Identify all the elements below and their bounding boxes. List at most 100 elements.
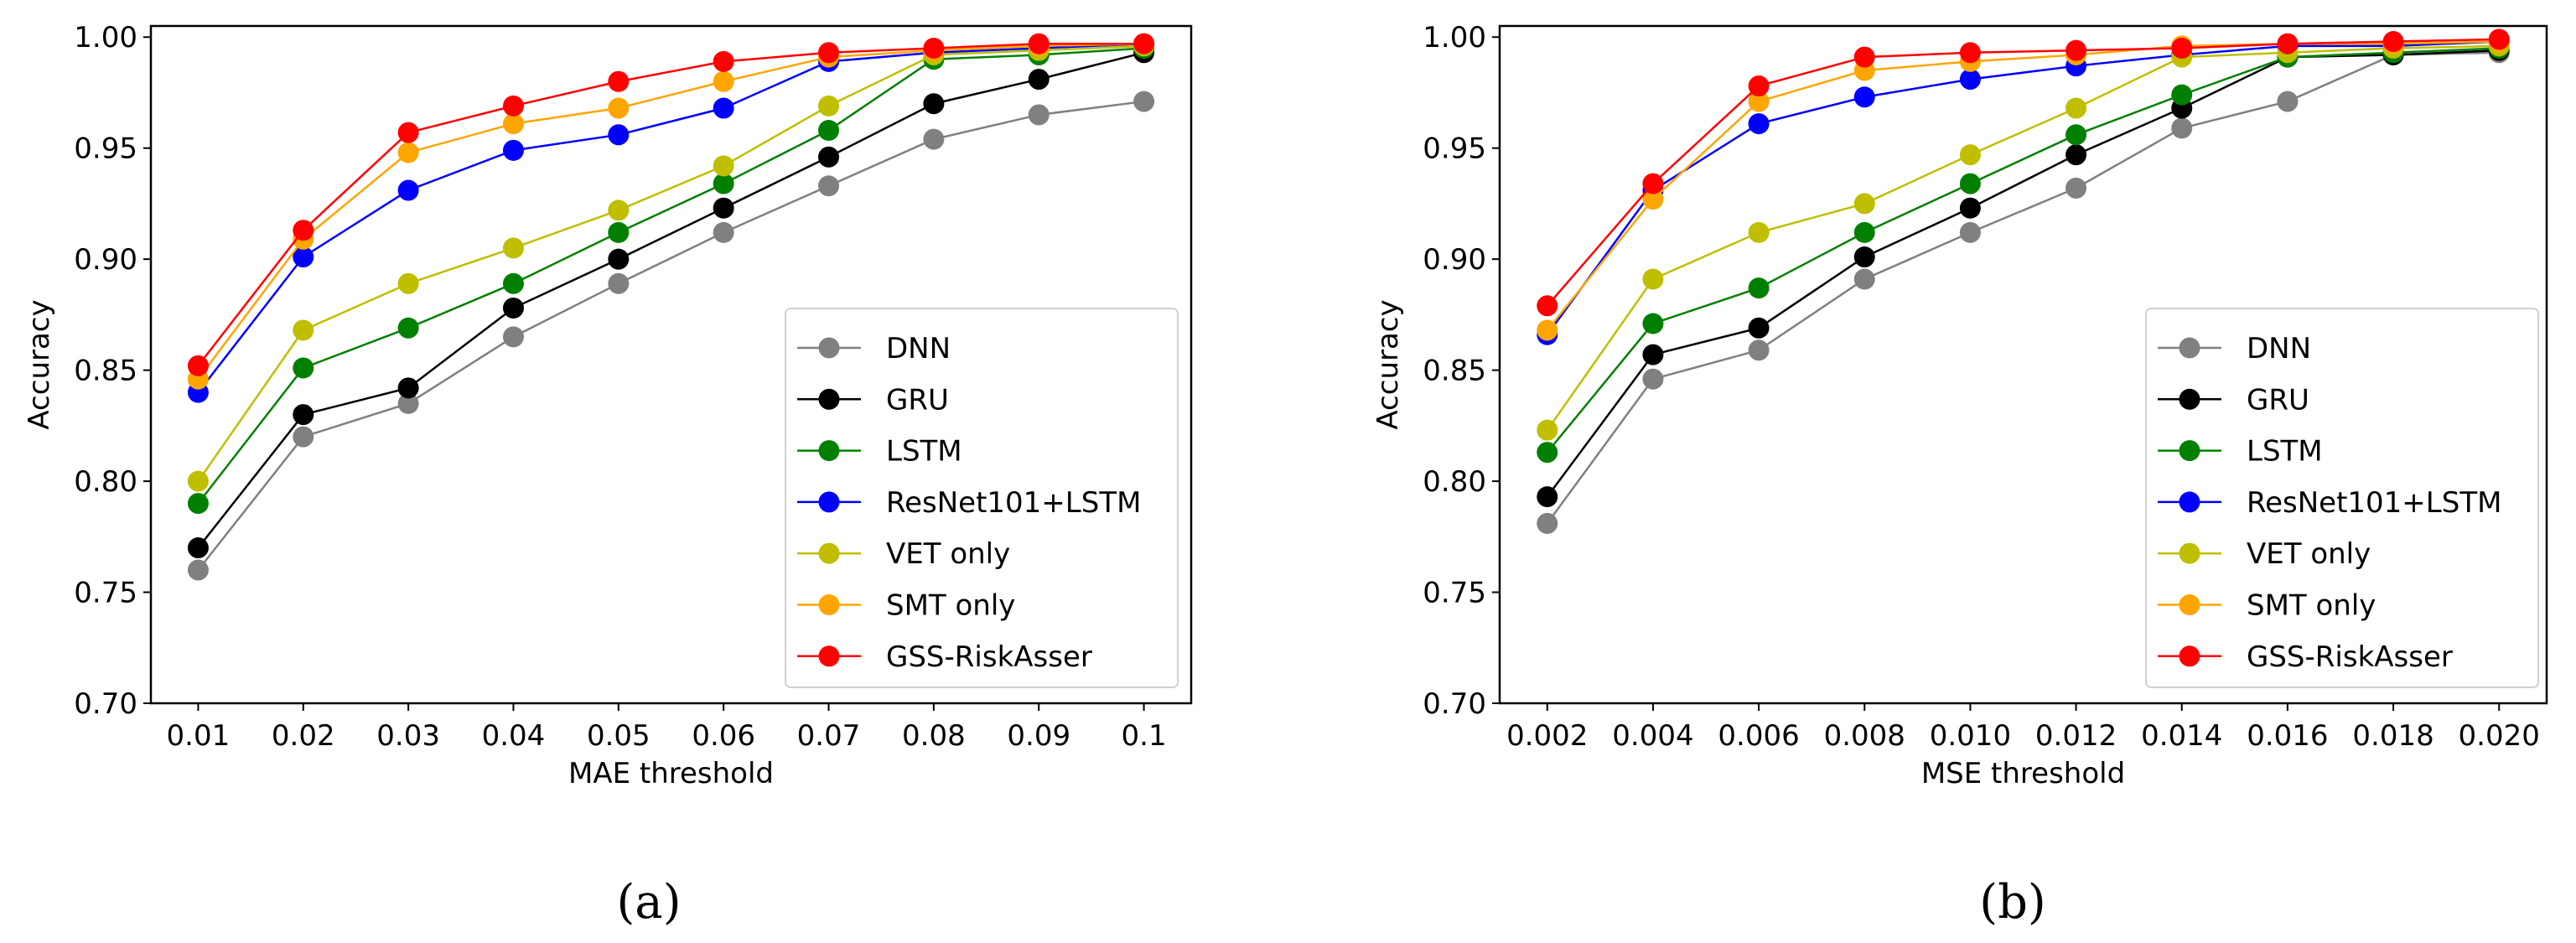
y-tick-label: 0.80 (1423, 465, 1486, 499)
x-tick-label: 0.08 (902, 719, 966, 753)
legend-label: SMT only (2247, 589, 2376, 623)
data-point (187, 493, 209, 515)
legend-marker (818, 337, 840, 359)
data-point (713, 70, 734, 92)
data-point (293, 357, 314, 379)
data-point (1748, 339, 1770, 361)
data-point (293, 220, 314, 241)
data-point (608, 70, 630, 92)
series-line (1546, 49, 2500, 498)
data-point (1959, 197, 1981, 219)
series-line (1546, 47, 2500, 453)
data-point (608, 199, 630, 221)
legend-marker (2179, 491, 2200, 513)
series-line (197, 42, 1144, 380)
data-point (1853, 46, 1875, 68)
data-point (502, 326, 524, 348)
x-tick-label: 0.018 (2352, 719, 2433, 753)
x-tick-label: 0.05 (587, 719, 650, 753)
data-point (293, 426, 314, 448)
data-point (1133, 33, 1155, 54)
series-line (197, 44, 1144, 482)
data-point (818, 146, 840, 168)
series-line (197, 51, 1144, 549)
data-point (1748, 221, 1770, 243)
legend-marker (818, 388, 840, 410)
legend-label: GRU (2247, 383, 2309, 417)
data-point (187, 355, 209, 376)
data-point (818, 95, 840, 117)
data-point (1853, 268, 1875, 290)
legend-marker (818, 645, 840, 667)
data-point (1748, 277, 1770, 299)
data-point (187, 559, 209, 581)
y-axis-label: Accuracy (1371, 299, 1405, 429)
series-line (1546, 38, 2500, 307)
legend-box (2145, 308, 2539, 688)
data-point (502, 95, 524, 117)
data-point (502, 272, 524, 294)
y-tick-label: 0.90 (1423, 243, 1486, 277)
legend-label: LSTM (2247, 435, 2323, 469)
data-point (293, 319, 314, 341)
series-gru (187, 42, 1155, 559)
data-point (2171, 37, 2193, 59)
data-point (1959, 173, 1981, 194)
x-tick-label: 0.010 (1930, 719, 2011, 753)
legend-label: SMT only (886, 589, 1015, 623)
series-line (1546, 51, 2500, 525)
x-tick-label: 0.008 (1824, 719, 1905, 753)
legend-label: LSTM (886, 435, 962, 469)
data-point (502, 139, 524, 161)
data-point (1853, 221, 1875, 243)
x-tick-label: 0.012 (2035, 719, 2117, 753)
x-tick-label: 0.02 (272, 719, 335, 753)
data-point (818, 175, 840, 197)
series-line (197, 42, 1144, 367)
data-point (1959, 42, 1981, 64)
legend-marker (818, 491, 840, 513)
legend-label: GRU (886, 383, 949, 417)
data-point (293, 404, 314, 426)
data-point (2065, 124, 2087, 146)
data-point (397, 179, 419, 201)
legend-label: GSS-RiskAsser (886, 640, 1092, 674)
data-point (2171, 117, 2193, 139)
x-tick-label: 0.03 (376, 719, 440, 753)
series-line (1546, 40, 2500, 335)
legend-box (785, 308, 1179, 688)
legend-marker (2179, 337, 2200, 359)
x-tick-label: 0.09 (1007, 719, 1070, 753)
series-lstm (187, 37, 1155, 515)
y-tick-label: 0.75 (74, 577, 137, 610)
data-point (502, 113, 524, 135)
data-point (1748, 75, 1770, 97)
data-point (1537, 319, 1558, 341)
data-point (923, 37, 945, 59)
data-point (1642, 313, 1664, 334)
x-tick-label: 0.006 (1718, 719, 1799, 753)
data-point (1133, 91, 1155, 112)
data-point (187, 470, 209, 492)
legend-marker (2179, 594, 2200, 615)
x-tick-label: 0.1 (1122, 719, 1167, 753)
y-tick-label: 0.70 (1423, 687, 1486, 721)
data-point (397, 317, 419, 339)
panel-label-b: (b) (1979, 875, 2046, 930)
y-tick-label: 0.90 (74, 243, 137, 277)
series-dnn (187, 91, 1155, 581)
x-tick-label: 0.014 (2141, 719, 2222, 753)
data-point (1537, 295, 1558, 317)
data-point (1028, 69, 1050, 91)
data-point (1028, 104, 1050, 126)
data-point (608, 124, 630, 146)
y-tick-label: 0.95 (1423, 132, 1486, 166)
data-point (1537, 486, 1558, 508)
y-tick-label: 0.95 (74, 132, 137, 166)
series-line (197, 100, 1144, 571)
data-point (713, 221, 734, 243)
data-point (923, 128, 945, 150)
data-point (2065, 144, 2087, 166)
series-gss-riskasser (187, 33, 1155, 376)
